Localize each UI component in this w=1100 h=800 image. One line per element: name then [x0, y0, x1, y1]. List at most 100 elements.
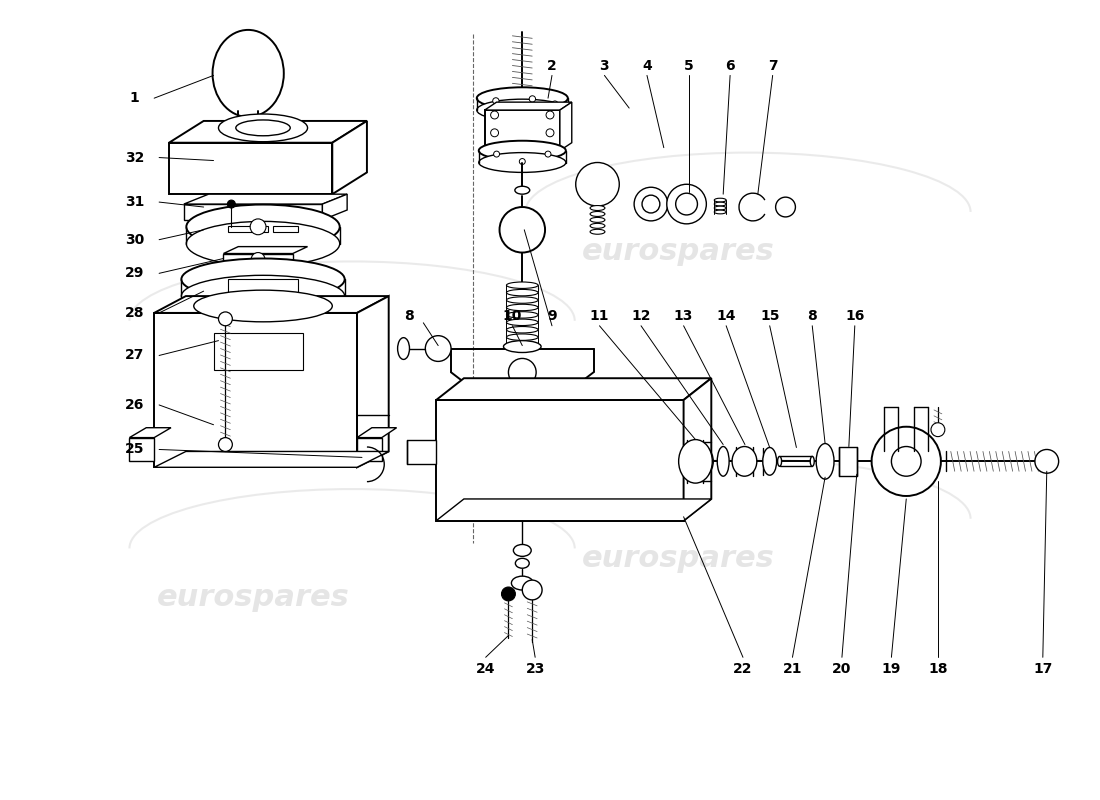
- Ellipse shape: [506, 290, 538, 296]
- Polygon shape: [154, 313, 358, 467]
- Text: 21: 21: [783, 662, 802, 676]
- Circle shape: [552, 101, 558, 107]
- Circle shape: [546, 129, 554, 137]
- Text: 19: 19: [882, 662, 901, 676]
- Polygon shape: [332, 121, 367, 194]
- Text: 27: 27: [124, 349, 144, 362]
- Polygon shape: [437, 400, 683, 521]
- Ellipse shape: [714, 210, 726, 214]
- Ellipse shape: [506, 334, 538, 340]
- Polygon shape: [154, 296, 388, 313]
- Ellipse shape: [811, 457, 814, 466]
- Ellipse shape: [714, 198, 726, 202]
- Polygon shape: [839, 446, 857, 476]
- Polygon shape: [437, 378, 712, 400]
- Circle shape: [546, 111, 554, 119]
- Text: 24: 24: [476, 662, 495, 676]
- Text: 8: 8: [807, 309, 817, 323]
- Ellipse shape: [397, 338, 409, 359]
- Text: 6: 6: [725, 58, 735, 73]
- Circle shape: [250, 219, 266, 234]
- Text: 28: 28: [124, 306, 144, 320]
- Ellipse shape: [504, 341, 541, 353]
- Polygon shape: [154, 451, 388, 467]
- Circle shape: [508, 358, 536, 386]
- Text: 18: 18: [928, 662, 948, 676]
- Circle shape: [493, 104, 499, 110]
- Text: 20: 20: [833, 662, 851, 676]
- Polygon shape: [169, 121, 367, 142]
- Circle shape: [675, 193, 697, 215]
- Polygon shape: [358, 428, 397, 438]
- Ellipse shape: [516, 558, 529, 568]
- Text: 11: 11: [590, 309, 609, 323]
- Ellipse shape: [182, 258, 344, 300]
- Ellipse shape: [679, 439, 713, 483]
- Circle shape: [871, 426, 940, 496]
- Text: eurospares: eurospares: [582, 544, 775, 573]
- Ellipse shape: [515, 186, 530, 194]
- Text: 29: 29: [124, 266, 144, 280]
- Text: 13: 13: [674, 309, 693, 323]
- Ellipse shape: [506, 304, 538, 310]
- Text: eurospares: eurospares: [157, 366, 350, 394]
- Ellipse shape: [816, 443, 834, 479]
- Circle shape: [494, 151, 499, 157]
- Polygon shape: [169, 142, 332, 194]
- Text: 3: 3: [600, 58, 609, 73]
- Polygon shape: [229, 226, 268, 232]
- Polygon shape: [407, 439, 437, 464]
- Text: 30: 30: [124, 233, 144, 246]
- Ellipse shape: [212, 30, 284, 117]
- Text: 15: 15: [760, 309, 780, 323]
- Ellipse shape: [182, 275, 344, 317]
- Ellipse shape: [514, 545, 531, 556]
- Text: 31: 31: [124, 195, 144, 209]
- Ellipse shape: [476, 99, 568, 121]
- Ellipse shape: [590, 223, 605, 228]
- Ellipse shape: [476, 87, 568, 109]
- Polygon shape: [358, 296, 388, 467]
- Polygon shape: [683, 378, 712, 521]
- Text: 26: 26: [124, 398, 144, 412]
- Polygon shape: [213, 333, 302, 370]
- Text: 32: 32: [124, 150, 144, 165]
- Polygon shape: [184, 204, 322, 220]
- Text: eurospares: eurospares: [582, 237, 775, 266]
- Ellipse shape: [194, 290, 332, 322]
- Polygon shape: [485, 110, 560, 150]
- Text: 2: 2: [547, 58, 557, 73]
- Circle shape: [502, 587, 516, 601]
- Ellipse shape: [590, 218, 605, 222]
- Ellipse shape: [590, 211, 605, 217]
- Polygon shape: [229, 279, 298, 296]
- Ellipse shape: [506, 319, 538, 326]
- Circle shape: [529, 106, 536, 113]
- Circle shape: [931, 422, 945, 437]
- Ellipse shape: [186, 222, 340, 266]
- Text: 17: 17: [1033, 662, 1053, 676]
- Polygon shape: [223, 246, 308, 254]
- Text: 14: 14: [716, 309, 736, 323]
- Circle shape: [519, 158, 526, 165]
- Circle shape: [642, 195, 660, 213]
- Text: 10: 10: [503, 309, 522, 323]
- Text: 25: 25: [124, 442, 144, 457]
- Ellipse shape: [512, 576, 534, 590]
- Circle shape: [667, 184, 706, 224]
- Ellipse shape: [235, 120, 290, 136]
- Ellipse shape: [478, 153, 565, 172]
- Circle shape: [529, 96, 536, 102]
- Ellipse shape: [717, 446, 729, 476]
- Text: 5: 5: [684, 58, 693, 73]
- Circle shape: [499, 207, 546, 253]
- Text: 9: 9: [547, 309, 557, 323]
- Ellipse shape: [506, 326, 538, 333]
- Polygon shape: [130, 438, 154, 462]
- Circle shape: [522, 580, 542, 600]
- Circle shape: [491, 111, 498, 119]
- Polygon shape: [184, 194, 348, 204]
- Ellipse shape: [590, 206, 605, 210]
- Circle shape: [1035, 450, 1058, 474]
- Ellipse shape: [478, 141, 565, 161]
